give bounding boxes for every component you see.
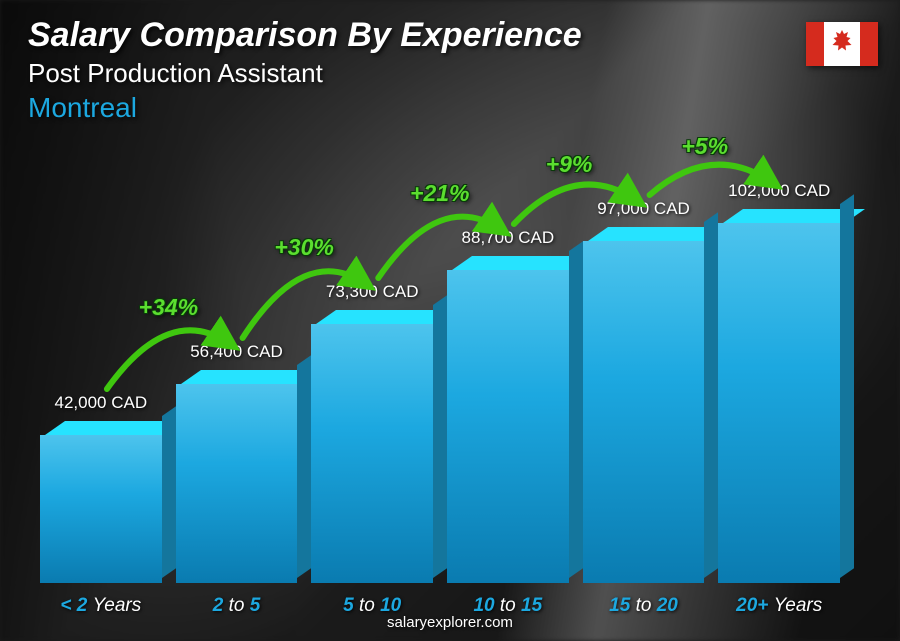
flag-icon xyxy=(806,22,878,66)
pct-label: +5% xyxy=(681,133,728,160)
value-label: 97,000 CAD xyxy=(597,199,690,219)
footer-credit: salaryexplorer.com xyxy=(0,614,900,631)
bar-col: 97,000 CAD15 to 20 xyxy=(583,199,705,583)
bar xyxy=(311,310,433,583)
pct-label: +30% xyxy=(274,234,333,261)
bar-col: 42,000 CAD< 2 Years xyxy=(40,393,162,583)
bar xyxy=(176,370,298,583)
bar-chart: 42,000 CAD< 2 Years56,400 CAD2 to 573,30… xyxy=(40,140,840,583)
page-subtitle: Post Production Assistant xyxy=(28,58,323,89)
value-label: 42,000 CAD xyxy=(55,393,148,413)
bar xyxy=(718,209,840,583)
pct-label: +21% xyxy=(410,180,469,207)
bar xyxy=(583,227,705,583)
pct-label: +34% xyxy=(139,294,198,321)
pct-label: +9% xyxy=(546,151,593,178)
infographic: Salary Comparison By Experience Post Pro… xyxy=(0,0,900,641)
value-label: 102,000 CAD xyxy=(728,181,830,201)
bar xyxy=(447,256,569,583)
bar-col: 73,300 CAD5 to 10 xyxy=(311,282,433,583)
bar-col: 56,400 CAD2 to 5 xyxy=(176,342,298,583)
location-label: Montreal xyxy=(28,92,137,124)
value-label: 56,400 CAD xyxy=(190,342,283,362)
value-label: 73,300 CAD xyxy=(326,282,419,302)
bar-col: 102,000 CAD20+ Years xyxy=(718,181,840,583)
value-label: 88,700 CAD xyxy=(462,228,555,248)
bar-col: 88,700 CAD10 to 15 xyxy=(447,228,569,583)
bar xyxy=(40,421,162,583)
page-title: Salary Comparison By Experience xyxy=(28,16,582,55)
